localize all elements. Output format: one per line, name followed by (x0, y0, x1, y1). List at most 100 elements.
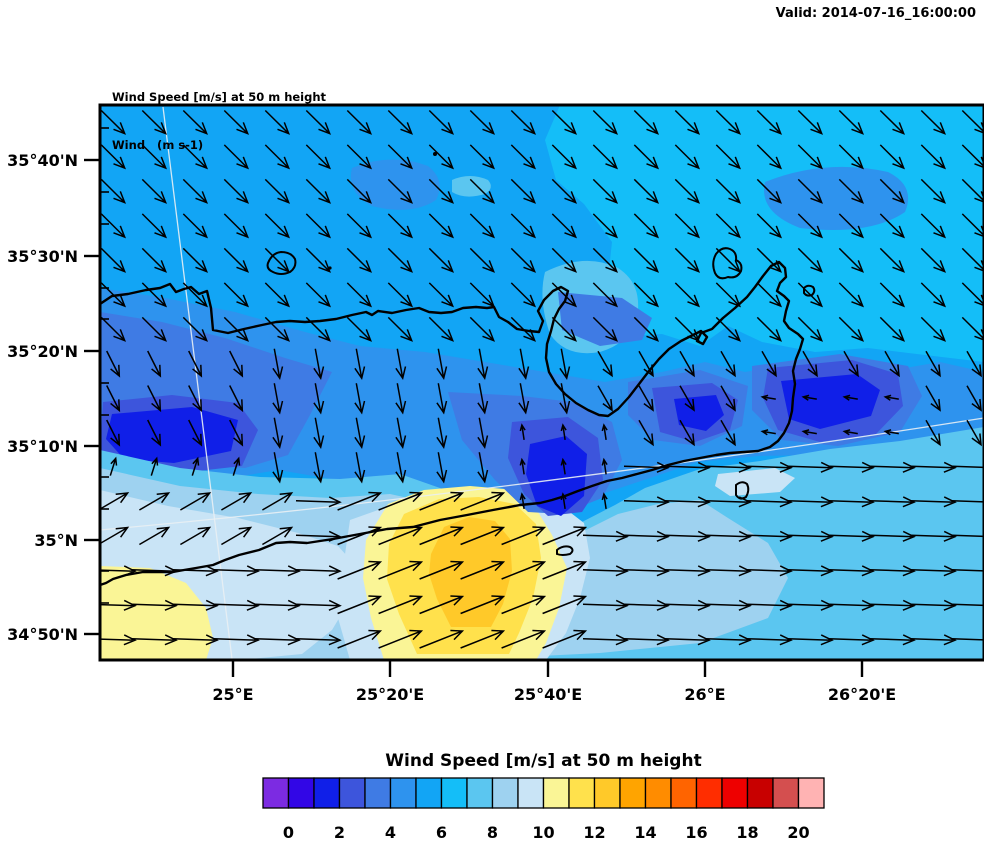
wind-vector (633, 144, 660, 170)
colorbar-tick-label: 2 (334, 823, 345, 842)
wind-vector (879, 109, 906, 135)
wind-vector (313, 452, 325, 484)
colorbar-cell-10 (517, 777, 545, 809)
wind-vector (838, 109, 865, 135)
wind-vector (582, 530, 629, 542)
wind-vector (510, 109, 537, 135)
colorbar-title: Wind Speed [m/s] at 50 m height (385, 751, 701, 771)
wind-vector (378, 595, 424, 615)
wind-vector (920, 178, 947, 204)
wind-vector (223, 144, 250, 170)
wind-vector (592, 144, 619, 170)
wind-vector (313, 348, 325, 381)
colorbar-cell-11 (542, 777, 570, 809)
wind-vector (229, 419, 244, 447)
wind-vector (147, 385, 162, 413)
lon-tick-label: 25°40'E (514, 685, 582, 704)
wind-vector (542, 595, 588, 615)
wind-vector (592, 282, 619, 308)
wind-vector (869, 565, 916, 577)
wind-vector (100, 213, 127, 239)
wind-vector (633, 109, 660, 135)
wind-vector (182, 282, 209, 308)
wind-vector (387, 178, 414, 204)
wind-vector (551, 282, 578, 308)
wind-vector (305, 282, 332, 308)
wind-vector (756, 213, 783, 239)
wind-vector (679, 350, 695, 378)
wind-vector (100, 109, 127, 135)
wind-vector (221, 492, 253, 511)
wind-vector (460, 560, 506, 580)
wind-vector (838, 282, 865, 308)
wind-vector (638, 350, 654, 378)
wind-vector (801, 429, 817, 436)
wind-vector (100, 144, 127, 170)
wind-vector (756, 316, 783, 342)
wind-vector (346, 316, 373, 342)
wind-vector (951, 534, 984, 538)
lat-tick-label: 35°20'N (7, 342, 78, 361)
wind-vector (436, 417, 448, 450)
colorbar-tick-label: 6 (436, 823, 447, 842)
wind-vector (664, 565, 711, 577)
wind-vector (223, 109, 250, 135)
wind-vector (715, 247, 742, 273)
wind-vector (551, 213, 578, 239)
graticule-layer (100, 106, 984, 660)
wind-vector (354, 452, 366, 484)
wind-vector (843, 350, 859, 378)
wind-vector (925, 350, 941, 378)
wind-vector (879, 178, 906, 204)
wind-vector (229, 350, 244, 378)
colorbar-tick-label: 8 (487, 823, 498, 842)
colorbar-cell-18 (721, 777, 749, 809)
wind-vector (180, 492, 212, 511)
wind-vector (305, 247, 332, 273)
colorbar-tick-label: 4 (385, 823, 396, 842)
wind-vector (254, 634, 301, 646)
wind-vector (746, 634, 793, 646)
wind-vector (100, 247, 127, 273)
wind-vector (191, 456, 200, 476)
wind-vector (705, 634, 752, 646)
wind-vector (272, 417, 284, 450)
wind-vector (354, 417, 366, 450)
wind-vector (295, 634, 342, 646)
wind-vector (419, 560, 465, 580)
colorbar-cell-20 (772, 777, 800, 809)
wind-vector (756, 178, 783, 204)
wind-vector (264, 316, 291, 342)
wind-vector (838, 144, 865, 170)
wind-vector (262, 526, 294, 546)
wind-vector (551, 178, 578, 204)
wind-vector (828, 599, 875, 611)
wind-vector (869, 634, 916, 646)
wind-vector (879, 316, 906, 342)
wind-vector (787, 599, 834, 611)
wind-vector (519, 457, 526, 475)
wind-vector (705, 461, 752, 473)
wind-vector (419, 595, 465, 615)
wind-vector (313, 383, 325, 415)
wind-vector (674, 316, 701, 342)
colorbar-tick-label: 14 (634, 823, 656, 842)
wind-vector (925, 419, 941, 447)
wind-vector (797, 282, 824, 308)
wind-vector (141, 282, 168, 308)
wind-vector (951, 500, 984, 503)
wind-vector (182, 144, 209, 170)
wind-vector (469, 109, 496, 135)
wind-vector (842, 394, 858, 401)
wind-vector (582, 599, 629, 611)
graticule-line-1 (100, 417, 984, 531)
wind-vector (378, 560, 424, 580)
wind-vector (264, 282, 291, 308)
wind-vector (346, 282, 373, 308)
wind-vector (501, 560, 547, 580)
wind-vector (346, 213, 373, 239)
wind-vector (720, 419, 736, 447)
speed-region-north-patch-4-5-a (350, 159, 440, 210)
wind-vector (295, 599, 342, 611)
wind-vector (559, 348, 571, 381)
